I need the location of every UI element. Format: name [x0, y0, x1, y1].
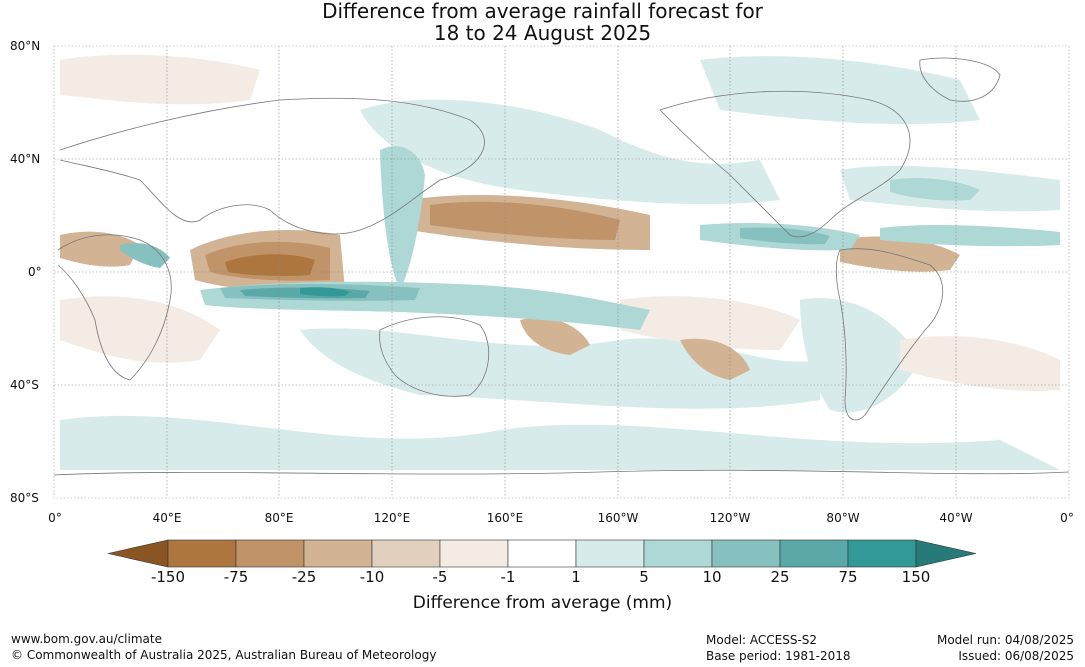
- anomaly-region: [740, 227, 830, 245]
- anomaly-region: [620, 296, 800, 350]
- footer-model-run: Model run: 04/08/2025: [936, 633, 1074, 647]
- anomaly-region: [120, 243, 170, 268]
- map-title-line2: 18 to 24 August 2025: [433, 21, 652, 45]
- colorbar-bin: [847, 539, 917, 568]
- colorbar-tick: -10: [359, 568, 385, 586]
- anomaly-region: [360, 99, 780, 205]
- colorbar-tick: 10: [702, 568, 722, 586]
- colorbar-tick: -25: [291, 568, 317, 586]
- anomaly-region: [880, 225, 1060, 247]
- lon-label-120w: 120°W: [709, 511, 751, 525]
- colorbar-bin: [643, 539, 713, 568]
- lat-label-40s: 40°S: [10, 378, 39, 392]
- lat-label-0: 0°: [28, 265, 42, 279]
- anomaly-region: [680, 338, 750, 380]
- anomaly-region: [60, 231, 140, 267]
- colorbar-tick: -1: [500, 568, 516, 586]
- anomaly-region: [430, 201, 620, 240]
- map-title-line1: Difference from average rainfall forecas…: [322, 0, 763, 23]
- lon-label-80w: 80°W: [826, 511, 860, 525]
- anomaly-region: [520, 317, 590, 355]
- lat-label-80s: 80°S: [10, 491, 39, 505]
- anomaly-region: [60, 415, 1060, 470]
- colorbar-bin: [711, 539, 781, 568]
- colorbar-tick: 5: [639, 568, 649, 586]
- anomaly-region: [225, 254, 315, 276]
- colorbar-bin: [779, 539, 849, 568]
- colorbar-bin: [167, 539, 237, 568]
- australia-outline: [379, 316, 490, 397]
- colorbar-extend-high: [915, 539, 977, 568]
- anomaly-region: [380, 146, 425, 290]
- anomaly-region: [890, 178, 980, 201]
- continent-outlines: [54, 57, 1069, 476]
- colorbar-tick: -75: [223, 568, 249, 586]
- anomaly-region: [60, 296, 220, 363]
- footer-base-period: Base period: 1981-2018: [706, 649, 851, 663]
- colorbar-bin: [303, 539, 373, 568]
- anomaly-fields: [60, 54, 1060, 470]
- africa-outline: [57, 234, 172, 381]
- map-frame: [53, 45, 1070, 499]
- colorbar-bin: [235, 539, 305, 568]
- lon-label-80e: 80°E: [264, 511, 294, 525]
- anomaly-region: [60, 54, 260, 105]
- footer-issued: Issued: 06/08/2025: [958, 649, 1074, 663]
- colorbar-bin: [507, 539, 577, 568]
- north-america-outline: [659, 90, 911, 238]
- footer-website: www.bom.gov.au/climate: [11, 632, 162, 646]
- anomaly-region: [900, 336, 1060, 391]
- colorbar-bin: [371, 539, 441, 568]
- colorbar-extend-low: [107, 539, 169, 568]
- rainfall-anomaly-map: [53, 45, 1070, 499]
- colorbar: [107, 539, 977, 568]
- anomaly-region: [700, 56, 980, 125]
- colorbar-tick: 75: [838, 568, 858, 586]
- eurasia-outline: [59, 97, 485, 235]
- footer-copyright: © Commonwealth of Australia 2025, Austra…: [11, 648, 437, 662]
- lat-label-40n: 40°N: [10, 152, 41, 166]
- colorbar-bin: [439, 539, 509, 568]
- south-america-outline: [835, 248, 944, 421]
- lon-label-160e: 160°E: [486, 511, 524, 525]
- colorbar-bin: [575, 539, 645, 568]
- anomaly-region: [300, 287, 350, 297]
- graticule: [54, 46, 1069, 498]
- lon-label-0-left: 0°: [48, 511, 62, 525]
- greenland-outline: [919, 57, 1001, 102]
- lat-label-80n: 80°N: [10, 39, 41, 53]
- colorbar-tick: 1: [571, 568, 581, 586]
- antarctica-outline: [54, 469, 1069, 476]
- anomaly-region: [800, 298, 920, 413]
- lon-label-120e: 120°E: [373, 511, 411, 525]
- lon-label-0-right: 0°: [1060, 511, 1074, 525]
- lon-label-160w: 160°W: [597, 511, 639, 525]
- lon-label-40w: 40°W: [939, 511, 973, 525]
- footer-model: Model: ACCESS-S2: [706, 633, 818, 647]
- colorbar-tick: 150: [901, 568, 931, 586]
- colorbar-tick: -150: [150, 568, 186, 586]
- anomaly-region: [840, 236, 960, 272]
- colorbar-tick: -5: [432, 568, 448, 586]
- lon-label-40e: 40°E: [152, 511, 182, 525]
- colorbar-title: Difference from average (mm): [412, 593, 673, 613]
- colorbar-tick: 25: [770, 568, 790, 586]
